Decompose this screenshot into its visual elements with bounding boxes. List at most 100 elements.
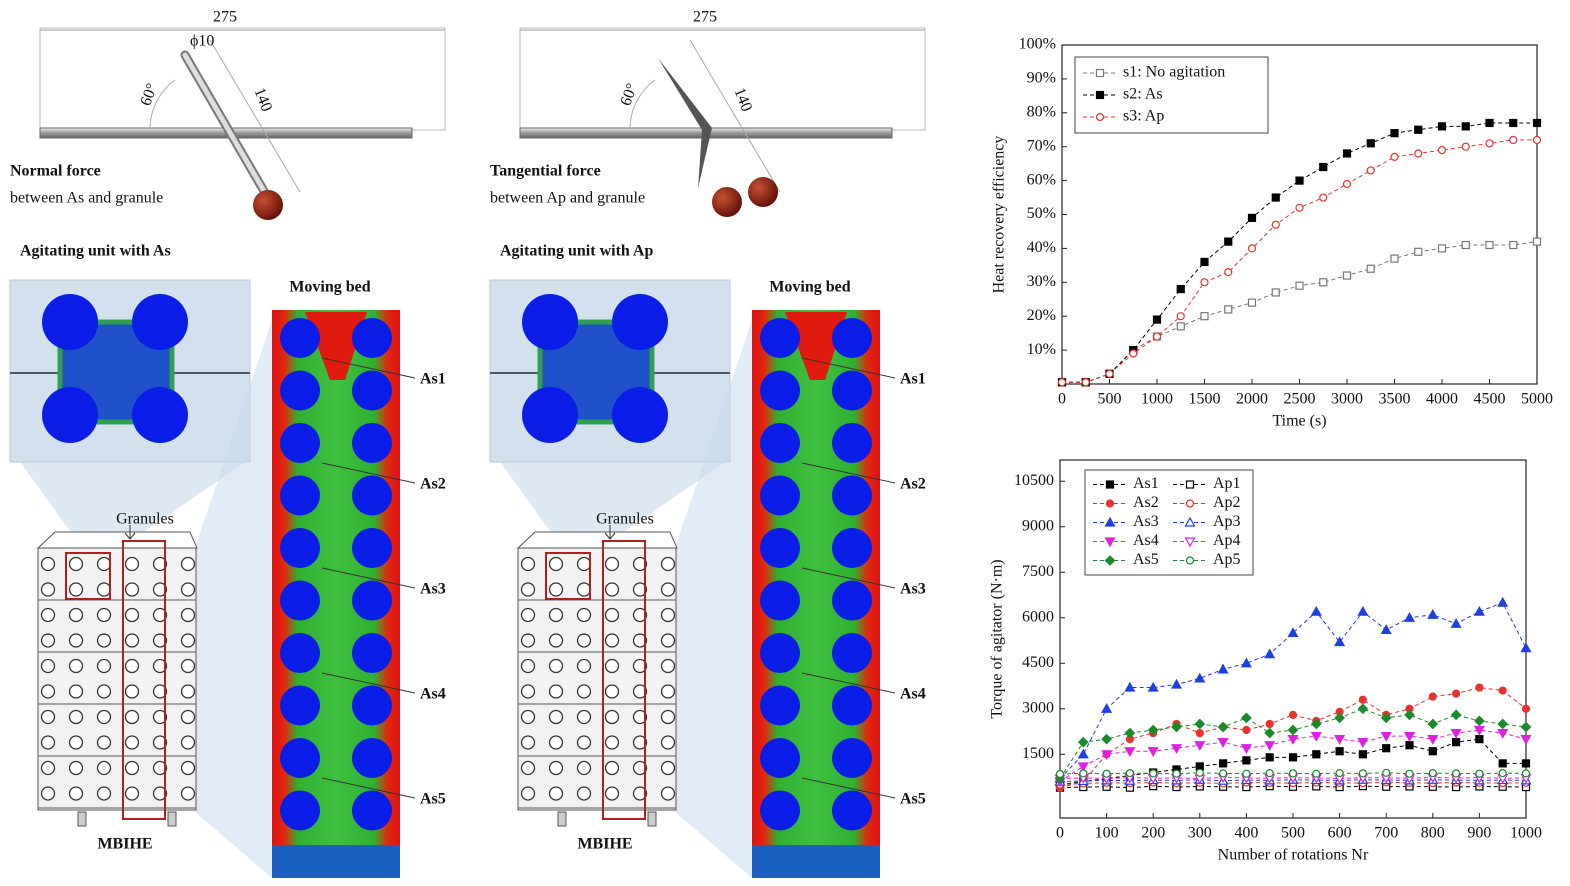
marker — [1312, 750, 1321, 759]
tube — [180, 607, 196, 623]
marker — [1414, 247, 1423, 256]
x-tick-label: 500 — [1281, 825, 1305, 842]
y-axis-label: Heat recovery efficiency — [991, 136, 1008, 294]
marker — [1357, 605, 1369, 616]
tube — [660, 760, 676, 776]
y-tick-label: 80% — [1027, 103, 1056, 120]
y-tick-label: 1500 — [1022, 745, 1054, 762]
tube — [632, 760, 648, 776]
leader-line — [801, 777, 896, 799]
marker — [1485, 139, 1494, 148]
marker — [1217, 721, 1229, 733]
marker — [1264, 741, 1276, 751]
agitator-end — [832, 423, 872, 463]
marker — [1358, 769, 1368, 778]
leader-line — [321, 567, 416, 589]
marker — [1358, 750, 1368, 759]
leader-line — [801, 567, 896, 589]
marker — [1172, 769, 1181, 778]
marker — [1390, 152, 1399, 161]
tube — [96, 556, 112, 572]
marker — [1498, 686, 1507, 695]
stand — [647, 811, 657, 827]
tube — [152, 582, 168, 597]
agitator-end — [280, 528, 320, 568]
agitator-end — [522, 387, 578, 443]
force-caption: between Ap and granule — [490, 190, 645, 207]
marker — [1390, 129, 1399, 138]
tube — [96, 658, 112, 674]
leader-line — [321, 672, 416, 694]
legend-label: Ap1 — [1213, 475, 1241, 492]
tube — [548, 556, 564, 572]
tube — [180, 709, 196, 725]
agitator-end — [832, 528, 872, 568]
marker — [1473, 725, 1485, 736]
marker — [1357, 738, 1369, 748]
marker — [1287, 735, 1299, 745]
tube — [548, 684, 564, 699]
tube — [124, 709, 140, 725]
tube — [548, 760, 564, 776]
agitator-end — [352, 790, 392, 831]
marker — [1310, 731, 1322, 742]
device-label: MBIHE — [97, 836, 152, 853]
dimension-line — [209, 39, 301, 193]
agitator-end — [522, 294, 578, 350]
tube — [548, 658, 564, 674]
agitator-end — [352, 580, 392, 621]
agitator-end — [352, 633, 392, 673]
marker — [1271, 220, 1280, 229]
marker — [1101, 703, 1113, 713]
x-axis-label: Number of rotations Nr — [1218, 847, 1369, 864]
legend-label: As1 — [1133, 475, 1159, 492]
tube — [68, 607, 84, 623]
legend-label: As3 — [1133, 513, 1159, 530]
marker — [1474, 715, 1485, 727]
agitator-end — [280, 685, 320, 726]
granule — [712, 187, 742, 217]
tube — [124, 658, 140, 674]
tube — [40, 556, 56, 572]
diameter-label: ϕ10 — [190, 33, 214, 50]
agitator-end — [42, 387, 98, 443]
chart: 0 500 1000 1500 2000 2500 3000 3500 4000 4500 5000… — [991, 36, 1553, 430]
tube — [548, 709, 564, 725]
marker — [1200, 257, 1209, 267]
marker — [1461, 142, 1470, 151]
marker — [1287, 724, 1299, 736]
marker — [1521, 704, 1531, 713]
marker — [1242, 756, 1251, 765]
tube — [520, 607, 536, 623]
marker — [1185, 480, 1195, 489]
tube — [68, 633, 84, 648]
agitator-end — [612, 294, 668, 350]
tube — [576, 684, 592, 699]
tube — [124, 556, 140, 572]
unit-title: Agitating unit with As — [20, 243, 171, 260]
marker — [1414, 149, 1423, 158]
bed-core — [785, 312, 847, 380]
tube — [152, 684, 168, 699]
tube — [40, 582, 56, 597]
legend-label: s1: No agitation — [1123, 64, 1225, 81]
leader-line — [801, 357, 896, 379]
marker — [1312, 769, 1321, 778]
chart: 0 100 200 300 400 500 600 700 800 900 1000 1500 3000… — [989, 459, 1542, 864]
granule — [253, 190, 283, 220]
agitator-end — [760, 738, 800, 778]
tube — [632, 556, 648, 572]
tube — [520, 684, 536, 699]
marker — [1405, 769, 1414, 778]
inlet-label: Granules — [116, 511, 174, 528]
tube — [40, 760, 56, 776]
marker — [1334, 712, 1345, 724]
x-tick-label: 300 — [1188, 825, 1212, 842]
marker — [1509, 240, 1518, 250]
marker — [1218, 769, 1228, 778]
tube — [576, 582, 592, 597]
tube — [548, 582, 564, 597]
y-tick-label: 4500 — [1022, 654, 1054, 671]
x-axis-label: Time (s) — [1272, 413, 1326, 430]
marker — [1428, 747, 1437, 756]
